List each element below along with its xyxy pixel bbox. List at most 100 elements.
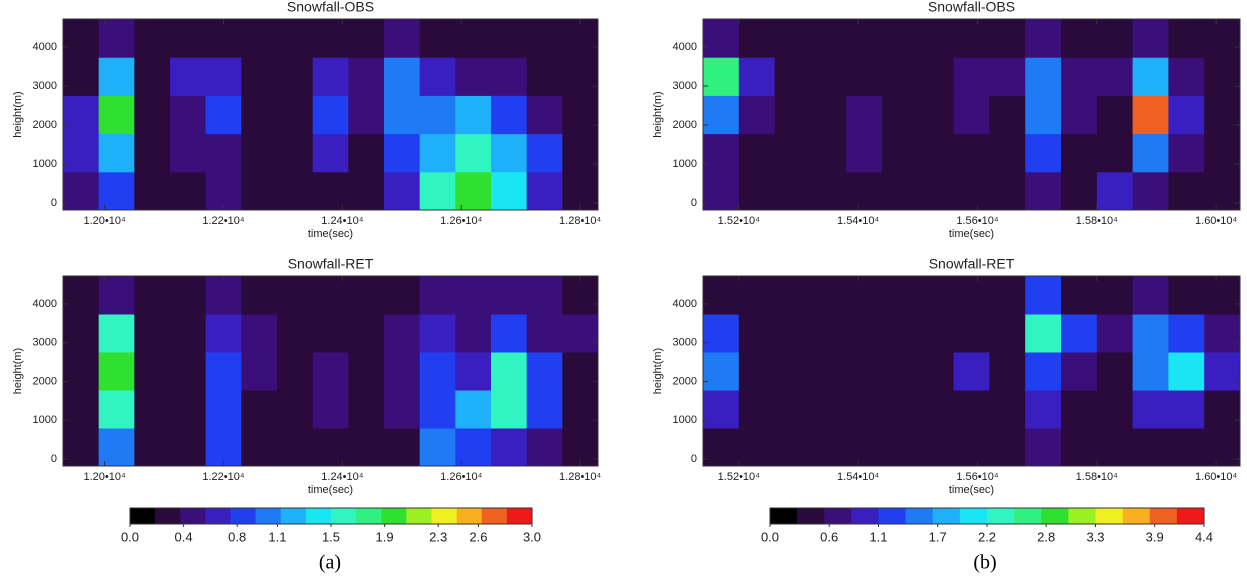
heat-cell — [1204, 314, 1241, 353]
colorbar-tick-label: 2.6 — [469, 529, 487, 544]
heat-cell — [526, 171, 563, 211]
heat-cell — [989, 276, 1026, 315]
heat-cell — [846, 171, 883, 211]
heat-cell — [63, 171, 100, 211]
colorbar-swatch — [1122, 508, 1151, 524]
heat-cell — [703, 95, 740, 135]
heat-cell — [170, 171, 207, 211]
heat-cell — [241, 133, 278, 173]
heat-cell — [1204, 390, 1241, 429]
x-tick-label: 1.60•10⁴ — [1195, 471, 1237, 483]
heat-cell — [455, 352, 492, 391]
colorbar-swatch — [481, 508, 508, 524]
plot-frame — [702, 18, 1241, 211]
heat-cell — [419, 390, 456, 429]
heat-cell — [1025, 133, 1062, 173]
x-tick-label: 1.24•10⁴ — [321, 215, 363, 227]
heat-cell — [562, 352, 599, 391]
heat-cell — [98, 352, 135, 391]
colorbar-swatch — [1149, 508, 1178, 524]
heat-cell — [241, 171, 278, 211]
heat-cell — [312, 390, 349, 429]
heat-cell — [491, 57, 528, 96]
heat-cell — [526, 428, 563, 467]
heat-cell — [277, 133, 314, 173]
heat-cell — [738, 390, 776, 429]
heat-cell — [989, 95, 1026, 135]
heat-cell — [989, 57, 1026, 96]
heat-cell — [953, 95, 990, 135]
colorbar-tick-label: 0.0 — [121, 529, 139, 544]
x-tick-label: 1.52•10⁴ — [718, 215, 760, 227]
heat-cell — [953, 314, 990, 353]
heat-cell — [1025, 428, 1062, 467]
colorbar-swatch — [959, 508, 988, 524]
colorbar-swatch — [1068, 508, 1096, 524]
colorbar-tick-label: 3.3 — [1086, 529, 1104, 544]
chart-title: Snowfall-OBS — [287, 0, 374, 15]
x-tick-label: 1.56•10⁴ — [956, 215, 998, 227]
heat-cell — [205, 390, 242, 429]
heat-cell — [846, 57, 883, 96]
heat-cell — [312, 171, 349, 211]
heat-cell — [1061, 133, 1098, 173]
colorbar-swatch — [1095, 508, 1123, 524]
heat-cell — [882, 171, 919, 211]
heat-cell — [348, 171, 385, 211]
heat-cell — [134, 314, 171, 353]
colorbar-swatch — [506, 508, 533, 524]
heat-cell — [348, 314, 385, 353]
heat-cell — [1168, 57, 1205, 96]
heat-cell — [1132, 133, 1169, 173]
heat-cell — [1168, 428, 1205, 467]
heat-cell — [810, 314, 847, 353]
heat-cell — [455, 276, 492, 315]
heat-cell — [1061, 314, 1098, 353]
heat-cell — [348, 428, 385, 467]
colorbar-swatch — [824, 508, 852, 524]
heat-cell — [134, 390, 171, 429]
heat-cell — [810, 390, 847, 429]
y-axis-label: height(m) — [12, 348, 24, 394]
heat-cell — [98, 314, 135, 353]
heat-cell — [384, 171, 421, 211]
heat-cell — [134, 352, 171, 391]
heat-cell — [774, 19, 811, 58]
heat-cell — [455, 133, 492, 173]
heat-cell — [703, 276, 740, 315]
heat-cell — [562, 276, 599, 315]
heat-cell — [277, 314, 314, 353]
plot-frame — [62, 18, 599, 211]
y-tick-label: 1000 — [673, 158, 697, 170]
y-tick-label: 3000 — [673, 80, 697, 92]
x-axis-label: time(sec) — [949, 228, 994, 240]
heat-cell — [491, 390, 528, 429]
heat-cell — [384, 95, 421, 135]
heat-cell — [1096, 171, 1134, 211]
heat-cell — [312, 314, 349, 353]
heat-cell — [134, 19, 171, 58]
x-axis-label: time(sec) — [308, 484, 353, 496]
x-axis-label: time(sec) — [949, 484, 994, 496]
colorbar-tick-label: 1.9 — [376, 529, 394, 544]
heat-cell — [63, 133, 100, 173]
heat-cell — [1096, 57, 1134, 96]
heat-cell — [312, 428, 349, 467]
heat-cell — [882, 352, 919, 391]
heat-cell — [1061, 428, 1098, 467]
heat-cell — [170, 428, 207, 467]
heat-cell — [419, 276, 456, 315]
heat-cell — [63, 390, 100, 429]
heat-cell — [1168, 390, 1205, 429]
colorbar-swatch — [305, 508, 332, 524]
heat-cell — [1096, 95, 1134, 135]
colorbar-swatch — [797, 508, 825, 524]
heat-cell — [846, 390, 883, 429]
y-tick-label: 3000 — [33, 80, 57, 92]
heat-cell — [882, 19, 919, 58]
heat-cell — [526, 276, 563, 315]
x-tick-label: 1.52•10⁴ — [718, 471, 760, 483]
heat-cell — [1168, 133, 1205, 173]
heat-cell — [419, 133, 456, 173]
heat-cell — [703, 352, 740, 391]
